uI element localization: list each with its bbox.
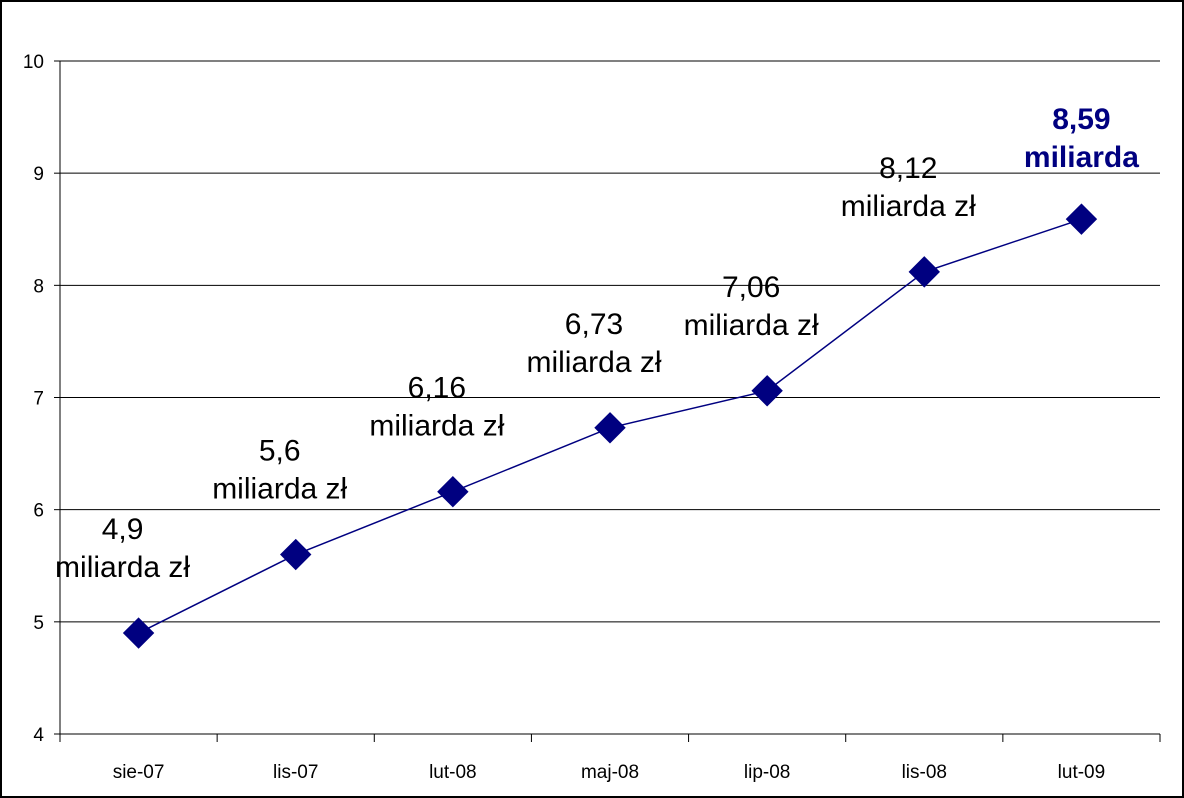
x-tick-label: maj-08 <box>581 762 639 783</box>
data-point-marker <box>751 375 783 407</box>
x-tick-label: lut-08 <box>429 762 477 783</box>
x-tick-label: lis-08 <box>902 762 947 783</box>
data-point-marker <box>1065 203 1098 235</box>
axes: 4 5 6 7 8 9 10 sie-07 lis-07 lut-08 maj-08 lip-08 li… <box>23 52 1161 783</box>
data-label-line: 5,6 <box>259 435 301 468</box>
data-point-marker <box>908 256 940 288</box>
x-tick-label: sie-07 <box>113 762 165 783</box>
data-label: 6,16 miliarda zł <box>369 372 504 443</box>
data-label-line: 8,12 <box>879 152 937 185</box>
data-label-line: 8,59 <box>1052 103 1110 136</box>
y-tick-label: 4 <box>33 725 44 746</box>
data-label-line: miliarda zł <box>841 190 976 223</box>
y-tick-label: 5 <box>33 613 44 634</box>
data-label-line: miliarda zł <box>212 473 347 506</box>
y-tick-label: 6 <box>33 501 44 522</box>
data-label: 6,73 miliarda zł <box>526 308 661 379</box>
y-tick-label: 7 <box>33 389 44 410</box>
data-label-line: 7,06 <box>722 271 780 304</box>
y-tick-label: 10 <box>23 52 44 73</box>
y-tick-label: 9 <box>33 164 44 185</box>
x-tick-label: lut-09 <box>1058 762 1106 783</box>
data-point-marker <box>122 617 155 649</box>
data-label-line: miliarda <box>1024 141 1139 174</box>
data-label: 5,6 miliarda zł <box>212 435 347 506</box>
data-labels: 4,9 miliarda zł 5,6 miliarda zł 6,16 miliarda… <box>55 103 1139 584</box>
data-label: 8,59 miliarda <box>1024 103 1139 174</box>
data-label: 4,9 miliarda zł <box>55 513 190 584</box>
data-label: 8,12 miliarda zł <box>841 152 976 223</box>
data-label-line: miliarda zł <box>369 410 504 443</box>
x-tick-label: lip-08 <box>744 762 790 783</box>
x-tick-label: lis-07 <box>273 762 318 783</box>
data-point-marker <box>280 538 312 571</box>
data-label-line: miliarda zł <box>55 551 190 584</box>
gridlines <box>60 60 1160 623</box>
data-point-marker <box>594 412 626 444</box>
data-label-line: miliarda zł <box>526 346 661 379</box>
y-tick-label: 8 <box>33 276 44 297</box>
data-label-line: 4,9 <box>102 513 144 546</box>
data-label-line: 6,73 <box>565 308 623 341</box>
data-label: 7,06 miliarda zł <box>684 271 819 342</box>
data-point-marker <box>437 476 469 508</box>
data-label-line: 6,16 <box>408 372 466 405</box>
data-series <box>122 203 1098 649</box>
data-label-line: miliarda zł <box>684 309 819 342</box>
